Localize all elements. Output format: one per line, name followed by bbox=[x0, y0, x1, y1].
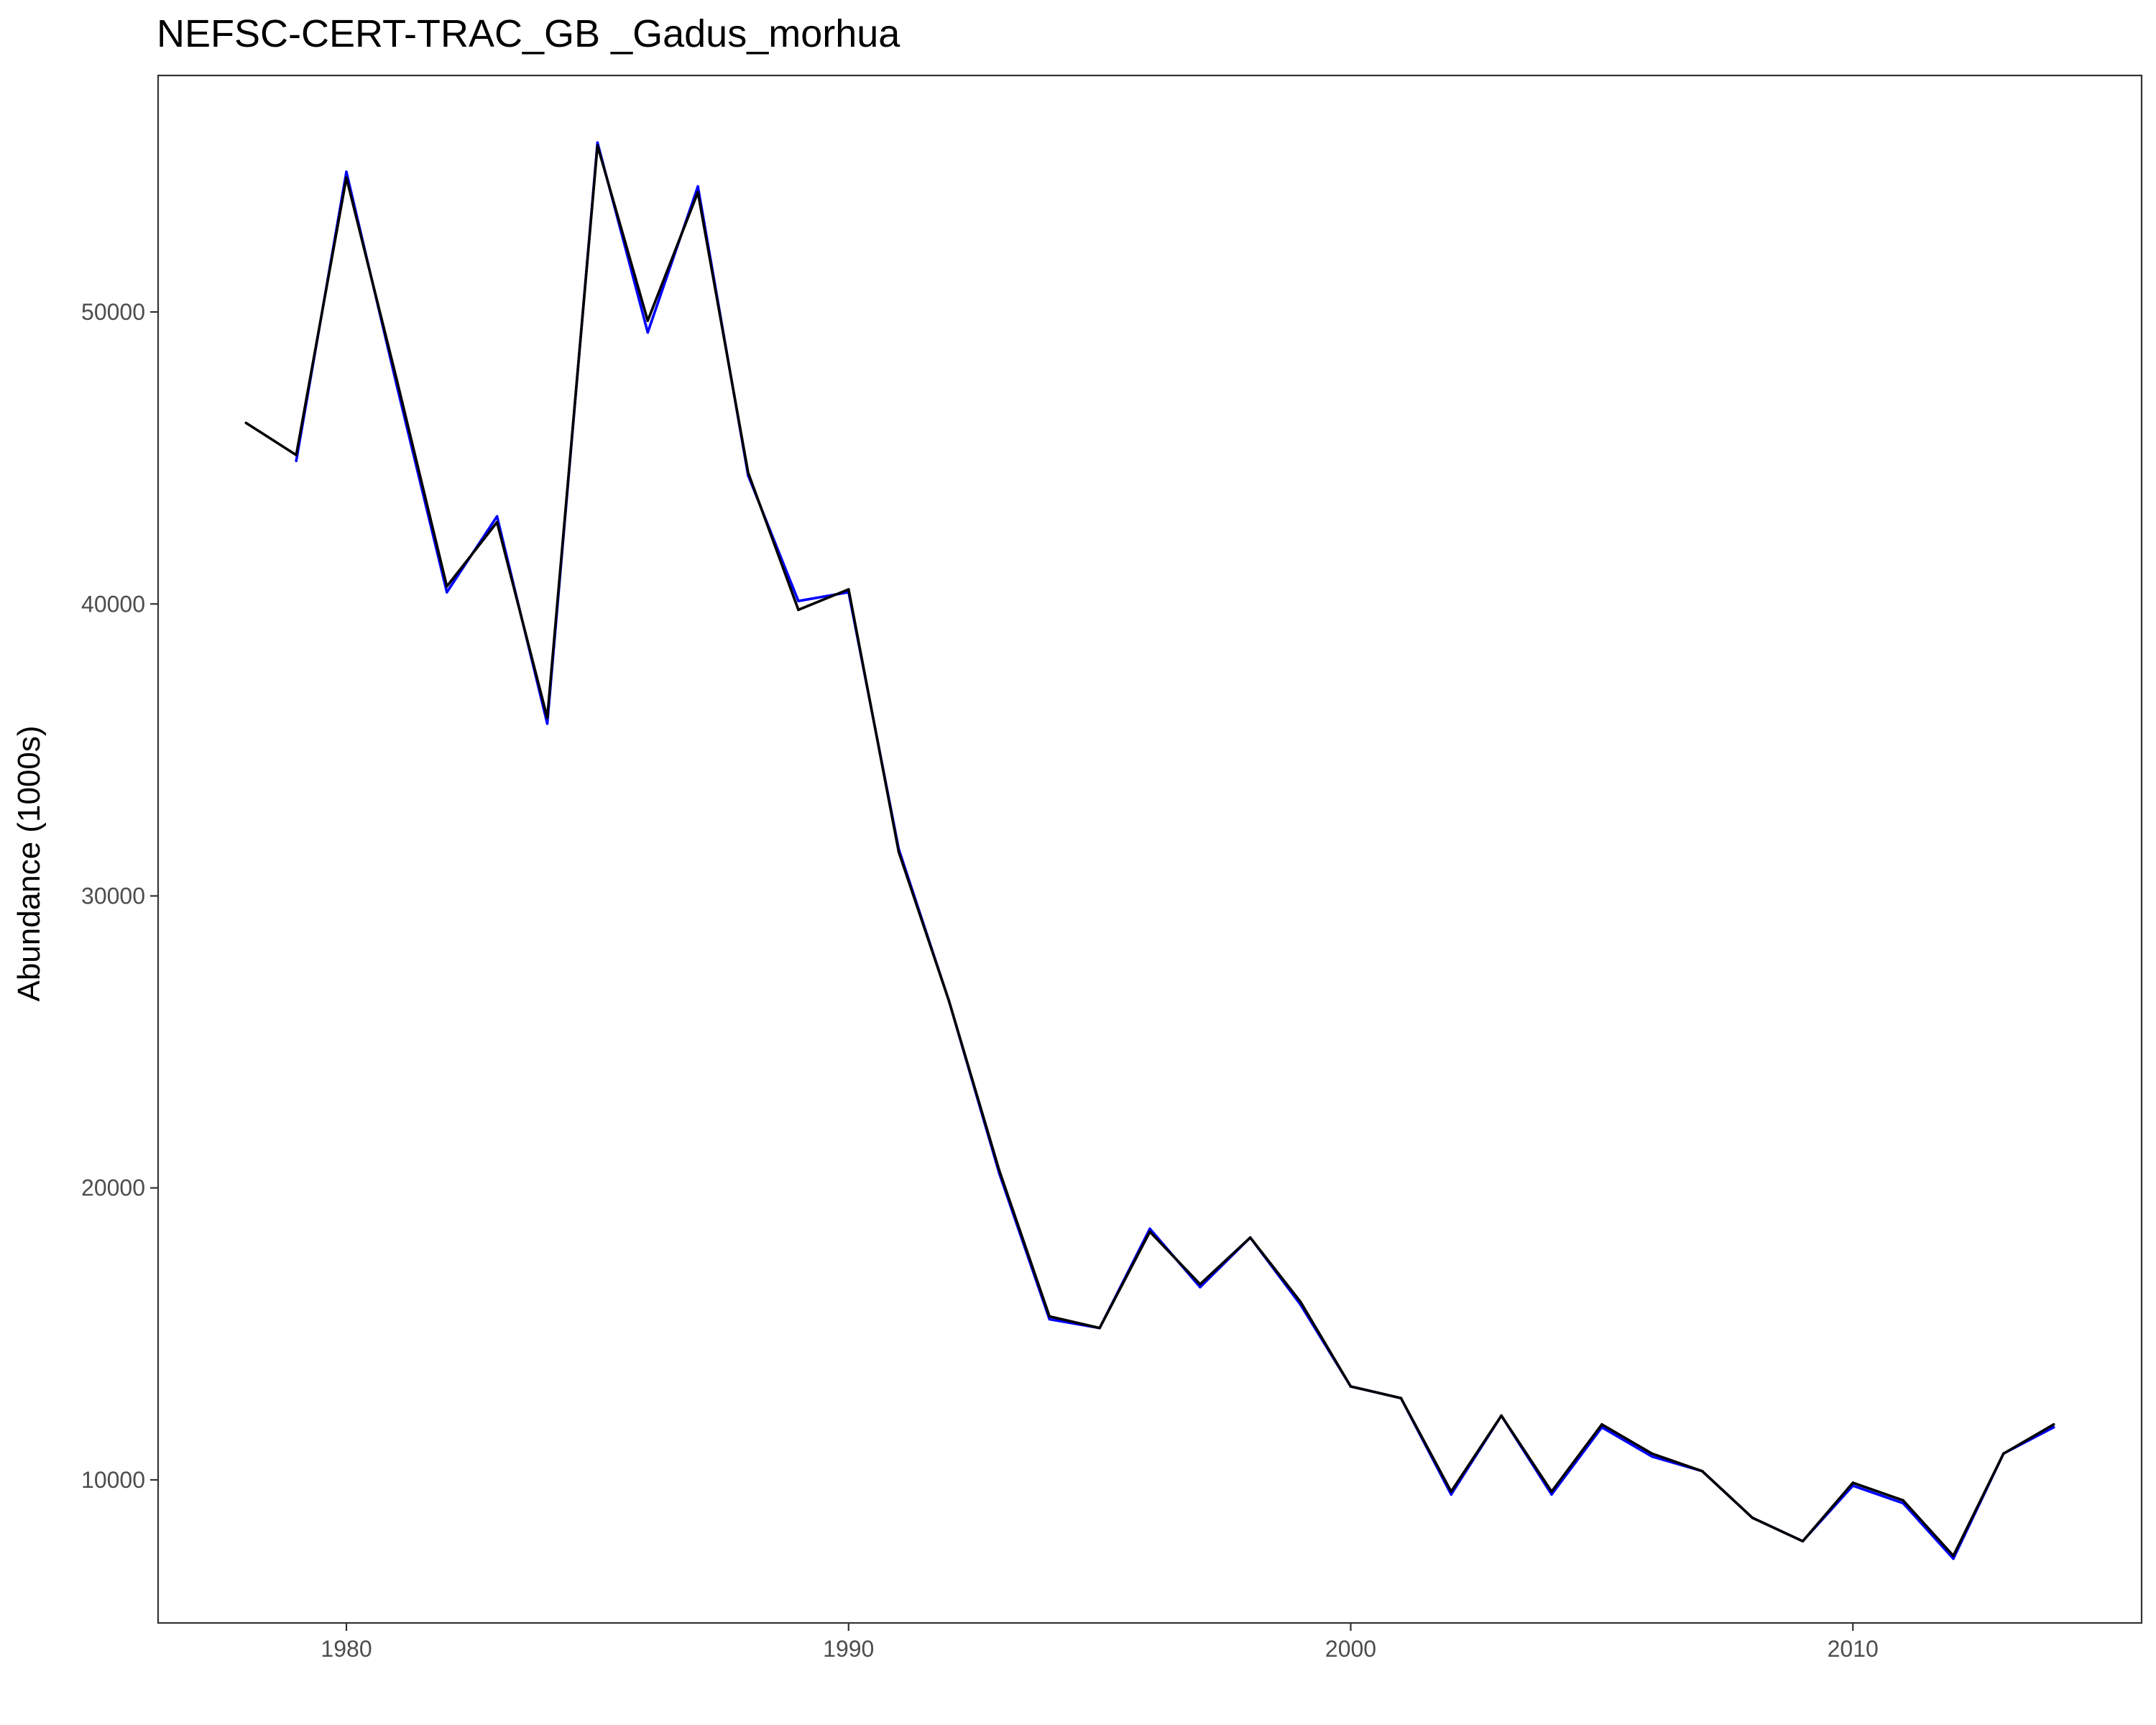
series-2-point bbox=[495, 520, 499, 524]
series-1-point bbox=[696, 185, 699, 188]
series-2-point bbox=[1550, 1490, 1553, 1493]
y-axis-label: Abundance (1000s) bbox=[11, 725, 47, 1001]
series-2-point bbox=[998, 1169, 1001, 1172]
series-1-point bbox=[596, 141, 599, 144]
y-tick-label: 10000 bbox=[81, 1467, 145, 1493]
series-2-point bbox=[1952, 1554, 1955, 1558]
series-2-point bbox=[847, 588, 850, 591]
series-1-point bbox=[2052, 1426, 2055, 1429]
x-tick-label: 1980 bbox=[321, 1636, 372, 1662]
y-tick-label: 20000 bbox=[81, 1175, 145, 1201]
x-tick-label: 1990 bbox=[823, 1636, 874, 1662]
x-tick-label: 2010 bbox=[1828, 1636, 1879, 1662]
series-1-point bbox=[295, 459, 298, 462]
series-1-point bbox=[1199, 1286, 1202, 1289]
series-2-point bbox=[1048, 1315, 1051, 1318]
chart-title: NEFSC-CERT-TRAC_GB _Gadus_morhua bbox=[157, 12, 900, 55]
series-2-point bbox=[596, 144, 599, 147]
series-2-point bbox=[747, 471, 750, 474]
series-2-point bbox=[646, 319, 650, 323]
series-2-point bbox=[696, 190, 699, 194]
series-1-point bbox=[545, 722, 549, 725]
series-2-point bbox=[2052, 1423, 2055, 1426]
series-1-point bbox=[1148, 1227, 1151, 1230]
series-2-point bbox=[797, 608, 800, 612]
series-1-point bbox=[1048, 1317, 1051, 1321]
series-2-point bbox=[1349, 1385, 1353, 1388]
series-2-point bbox=[1751, 1517, 1754, 1519]
series-layer bbox=[244, 141, 2055, 1560]
series-2-point bbox=[897, 850, 900, 854]
series-2-point bbox=[1098, 1326, 1101, 1330]
series-1-point bbox=[646, 331, 650, 334]
y-tick-label: 50000 bbox=[81, 299, 145, 325]
series-1-point bbox=[1550, 1493, 1553, 1496]
x-axis: 1980 1990 2000 2010 bbox=[321, 1623, 1879, 1662]
y-tick-label: 40000 bbox=[81, 591, 145, 617]
series-1-point bbox=[495, 515, 499, 518]
series-1-point bbox=[1450, 1493, 1452, 1496]
series-2-point bbox=[345, 176, 348, 179]
series-2-point bbox=[1148, 1230, 1151, 1233]
series-2-point bbox=[446, 585, 448, 588]
series-1-point bbox=[446, 591, 448, 594]
y-tick-label: 30000 bbox=[81, 883, 145, 908]
series-2-point bbox=[1801, 1540, 1805, 1543]
y-axis: 10000 20000 30000 40000 50000 bbox=[81, 299, 158, 1493]
series-2-point bbox=[2002, 1452, 2005, 1455]
series-2-point bbox=[545, 716, 549, 719]
series-2-point bbox=[1248, 1236, 1252, 1239]
series-2-point bbox=[1299, 1300, 1302, 1303]
series-2-point bbox=[295, 454, 298, 456]
series-2-point bbox=[244, 421, 248, 425]
series-2-point bbox=[1399, 1397, 1403, 1399]
series-1-point bbox=[345, 170, 348, 173]
series-1-point bbox=[1952, 1557, 1955, 1560]
series-2-point bbox=[1199, 1283, 1202, 1286]
series-1-point bbox=[1650, 1455, 1654, 1458]
series-2-point bbox=[1902, 1499, 1904, 1502]
series-2-point bbox=[1450, 1490, 1452, 1493]
series-2-point bbox=[1851, 1481, 1854, 1484]
x-tick-label: 2000 bbox=[1325, 1636, 1376, 1662]
series-1-point bbox=[797, 599, 800, 602]
series-2-point bbox=[1650, 1452, 1654, 1455]
series-2-point bbox=[947, 999, 951, 1003]
series-2-point bbox=[395, 377, 398, 381]
plot-panel-border bbox=[157, 74, 2143, 1624]
series-2-point bbox=[1700, 1470, 1704, 1473]
series-2-point bbox=[1500, 1414, 1503, 1417]
series-2-point bbox=[1600, 1423, 1603, 1426]
